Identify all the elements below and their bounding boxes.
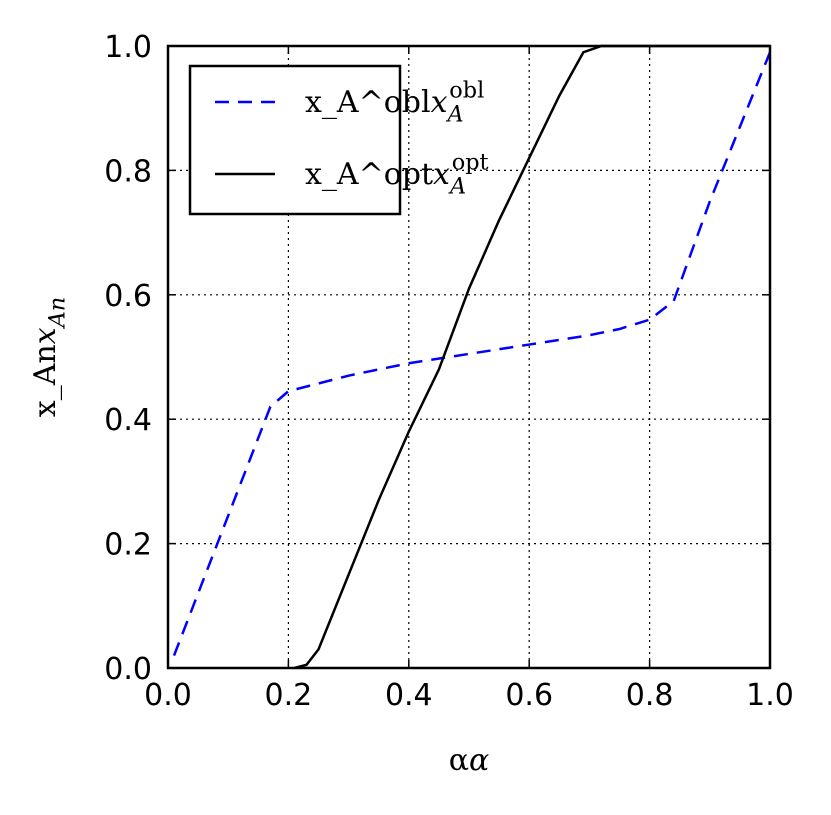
x-axis-label: αα (449, 743, 490, 778)
y-tick-label: 0.6 (104, 279, 152, 314)
x-tick-label: 0.4 (385, 678, 433, 713)
y-tick-label: 0.4 (104, 403, 152, 438)
y-tick-label: 0.8 (104, 154, 152, 189)
line (294, 44, 770, 670)
x-tick-label: 0.0 (144, 678, 192, 713)
x-tick-label: 0.2 (265, 678, 313, 713)
line (172, 51, 772, 657)
y-tick-label: 0.2 (104, 528, 152, 563)
legend-label: x_A^oblxAobl (305, 78, 484, 128)
x-tick-label: 0.6 (505, 678, 553, 713)
y-tick-label: 0.0 (104, 652, 152, 687)
y-tick-label: 1.0 (104, 30, 152, 65)
x-tick-label: 1.0 (746, 678, 794, 713)
x-tick-label: 0.8 (626, 678, 674, 713)
legend-box (188, 64, 402, 216)
legend-label: x_A^optxAopt (305, 150, 489, 200)
plot-frame (166, 44, 772, 670)
